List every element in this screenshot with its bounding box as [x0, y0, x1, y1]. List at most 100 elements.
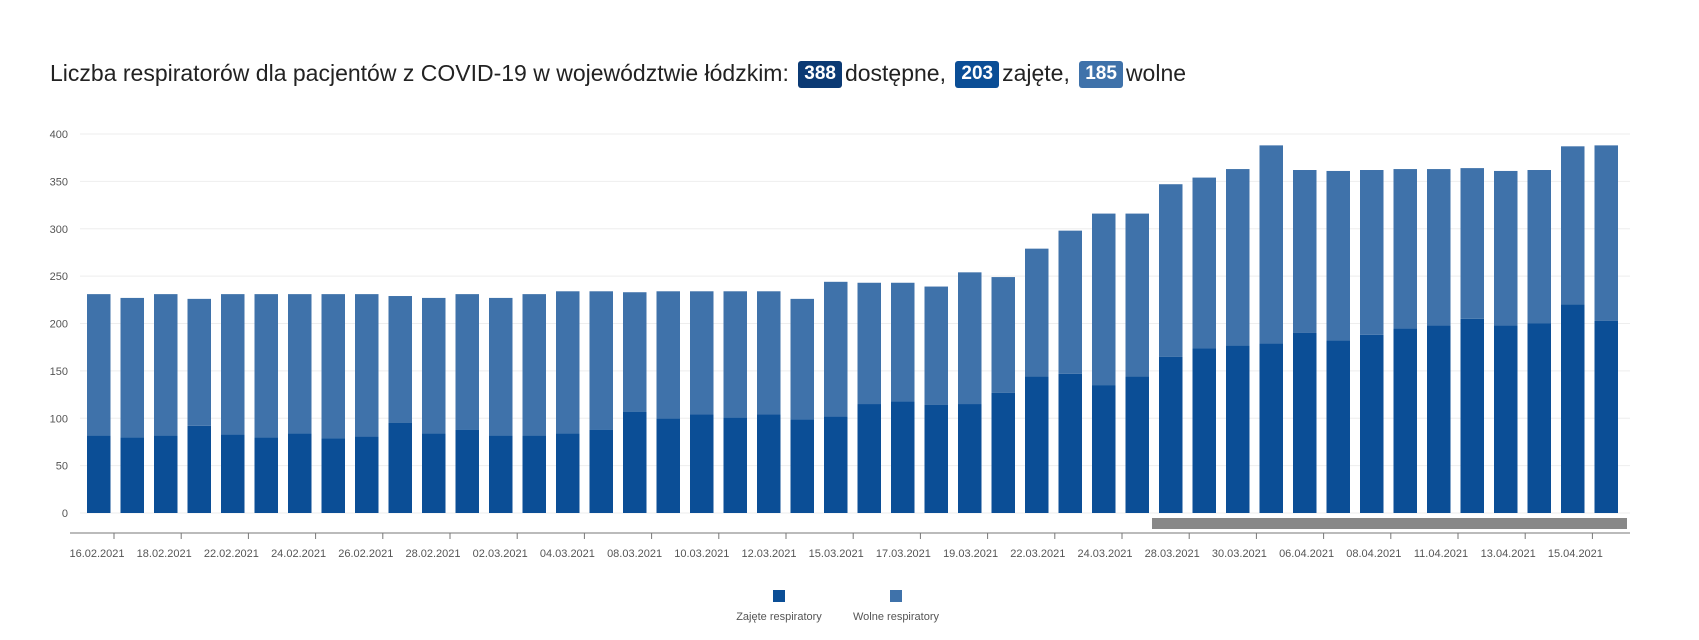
- bar-free: [221, 294, 245, 435]
- free-badge: 185: [1079, 61, 1123, 88]
- bar-occupied: [1058, 373, 1082, 513]
- bar-free: [1192, 177, 1216, 349]
- x-tick-label: 16.02.2021: [69, 548, 124, 560]
- bar-occupied: [857, 404, 881, 513]
- bar-free: [924, 286, 948, 405]
- legend-swatch-free: [890, 590, 902, 602]
- bar-occupied: [1460, 318, 1484, 513]
- bar-occupied: [958, 404, 982, 513]
- y-tick-label: 100: [50, 413, 68, 425]
- x-tick-label: 28.03.2021: [1145, 548, 1200, 560]
- free-label: wolne: [1125, 60, 1187, 86]
- x-tick-label: 15.04.2021: [1548, 548, 1603, 560]
- bar-free: [489, 297, 513, 436]
- bar-free: [120, 297, 144, 438]
- bar-free: [1125, 213, 1149, 377]
- bar-free: [355, 294, 379, 437]
- x-tick-label: 19.03.2021: [943, 548, 998, 560]
- bar-occupied: [120, 437, 144, 513]
- bar-occupied: [1259, 343, 1283, 513]
- bar-occupied: [723, 417, 747, 513]
- x-tick-label: 22.03.2021: [1010, 548, 1065, 560]
- x-tick-label: 22.02.2021: [204, 548, 259, 560]
- available-label: dostępne,: [844, 60, 946, 86]
- available-badge: 388: [798, 61, 842, 88]
- x-tick-label: 15.03.2021: [809, 548, 864, 560]
- bar-occupied: [522, 435, 546, 513]
- title-text: Liczba respiratorów dla pacjentów z COVI…: [50, 60, 789, 86]
- bar-occupied: [187, 425, 211, 513]
- y-tick-label: 150: [50, 366, 68, 378]
- x-tick-label: 08.03.2021: [607, 548, 662, 560]
- bar-occupied: [1393, 328, 1417, 513]
- y-tick-label: 350: [50, 176, 68, 188]
- legend-swatch-occupied: [773, 590, 785, 602]
- bar-occupied: [891, 401, 915, 513]
- bar-free: [87, 294, 111, 436]
- bar-occupied: [1092, 385, 1116, 513]
- legend-label-free: Wolne respiratory: [853, 611, 939, 623]
- bar-free: [1226, 169, 1250, 346]
- x-tick-label: 28.02.2021: [405, 548, 460, 560]
- bar-occupied: [254, 437, 278, 513]
- bar-occupied: [1494, 325, 1518, 513]
- bar-free: [1025, 248, 1049, 377]
- bar-free: [1360, 170, 1384, 335]
- bar-free: [589, 291, 613, 430]
- bar-occupied: [1594, 320, 1618, 513]
- bar-free: [623, 292, 647, 412]
- chart-title: Liczba respiratorów dla pacjentów z COVI…: [50, 60, 1186, 88]
- x-tick-label: 08.04.2021: [1346, 548, 1401, 560]
- bar-occupied: [1125, 376, 1149, 513]
- occupied-label: zajęte,: [1002, 60, 1070, 86]
- bar-occupied: [1226, 345, 1250, 513]
- bar-occupied: [1025, 376, 1049, 513]
- bar-free: [422, 297, 446, 434]
- bar-occupied: [790, 419, 814, 513]
- bar-free: [321, 294, 345, 439]
- bar-occupied: [1360, 334, 1384, 513]
- y-tick-label: 300: [50, 224, 68, 236]
- bar-free: [656, 291, 680, 419]
- x-tick-label: 12.03.2021: [741, 548, 796, 560]
- bar-occupied: [924, 404, 948, 513]
- bar-free: [522, 294, 546, 436]
- legend-label-occupied: Zajęte respiratory: [736, 611, 822, 623]
- bar-free: [757, 291, 781, 415]
- bar-free: [991, 277, 1015, 393]
- bar-occupied: [1293, 332, 1317, 513]
- bar-occupied: [556, 433, 580, 513]
- y-tick-label: 200: [50, 319, 68, 331]
- bar-occupied: [656, 418, 680, 513]
- bar-occupied: [1527, 323, 1551, 513]
- bar-free: [1259, 145, 1283, 344]
- x-tick-label: 17.03.2021: [876, 548, 931, 560]
- x-tick-label: 26.02.2021: [338, 548, 393, 560]
- bar-occupied: [388, 422, 412, 513]
- bar-occupied: [87, 435, 111, 513]
- bar-occupied: [221, 434, 245, 513]
- bar-free: [790, 298, 814, 420]
- y-tick-label: 50: [56, 461, 68, 473]
- x-tick-label: 24.03.2021: [1077, 548, 1132, 560]
- bar-occupied: [589, 429, 613, 513]
- bar-free: [891, 282, 915, 402]
- y-tick-label: 250: [50, 271, 68, 283]
- bar-free: [556, 291, 580, 434]
- bar-occupied: [1561, 304, 1585, 513]
- x-tick-label: 13.04.2021: [1481, 548, 1536, 560]
- bar-free: [1326, 170, 1350, 341]
- bar-free: [824, 281, 848, 417]
- occupied-badge: 203: [955, 61, 1000, 88]
- x-tick-label: 11.04.2021: [1414, 548, 1468, 560]
- x-tick-label: 04.03.2021: [540, 548, 595, 560]
- bar-free: [1159, 184, 1183, 357]
- bar-free: [1460, 168, 1484, 319]
- bar-occupied: [355, 436, 379, 513]
- bar-free: [1427, 169, 1451, 326]
- bar-free: [690, 291, 714, 415]
- bar-free: [1393, 169, 1417, 329]
- bar-free: [187, 298, 211, 426]
- y-tick-label: 0: [62, 508, 68, 520]
